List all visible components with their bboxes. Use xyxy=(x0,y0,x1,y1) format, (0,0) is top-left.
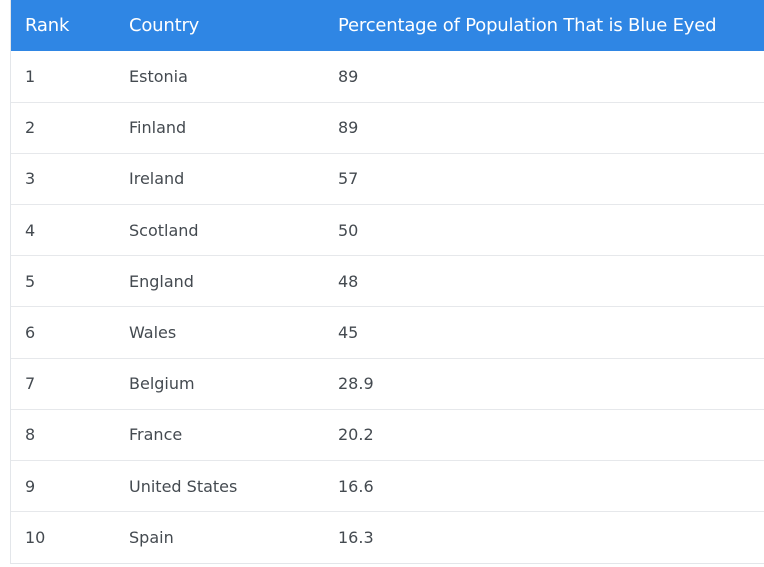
table-row: 9 United States 16.6 xyxy=(11,461,764,512)
table-row: 8 France 20.2 xyxy=(11,409,764,461)
rank-cell: 10 xyxy=(25,528,46,548)
country-cell: Ireland xyxy=(129,169,185,189)
rank-cell: 6 xyxy=(25,323,36,343)
percentage-cell: 20.2 xyxy=(338,425,374,445)
percentage-cell: 89 xyxy=(338,66,359,86)
rank-cell: 7 xyxy=(25,374,36,394)
rank-cell: 2 xyxy=(25,118,36,138)
table-row: 10 Spain 16.3 xyxy=(11,512,764,563)
country-cell: Spain xyxy=(129,528,174,548)
country-cell: England xyxy=(129,271,194,291)
country-cell: Estonia xyxy=(129,66,188,86)
percentage-cell: 16.6 xyxy=(338,476,374,496)
rank-cell: 5 xyxy=(25,271,36,291)
rank-cell: 1 xyxy=(25,66,36,86)
table-row: 1 Estonia 89 xyxy=(11,51,764,103)
percentage-cell: 50 xyxy=(338,220,359,240)
table-header-row: Rank Country Percentage of Population Th… xyxy=(11,0,764,51)
percentage-cell: 48 xyxy=(338,271,359,291)
percentage-cell: 16.3 xyxy=(338,528,374,548)
rank-cell: 3 xyxy=(25,169,36,189)
table-row: 6 Wales 45 xyxy=(11,307,764,359)
percentage-cell: 28.9 xyxy=(338,374,374,394)
table-row: 5 England 48 xyxy=(11,256,764,307)
percentage-cell: 57 xyxy=(338,169,359,189)
table-row: 7 Belgium 28.9 xyxy=(11,358,764,410)
column-header-rank: Rank xyxy=(25,15,70,36)
country-cell: Finland xyxy=(129,118,187,138)
blue-eyes-table-container: Rank Country Percentage of Population Th… xyxy=(10,0,764,564)
percentage-cell: 89 xyxy=(338,118,359,138)
column-header-country: Country xyxy=(129,15,200,36)
country-cell: Belgium xyxy=(129,374,195,394)
table-row: 4 Scotland 50 xyxy=(11,205,764,256)
country-cell: United States xyxy=(129,476,238,496)
country-cell: France xyxy=(129,425,183,445)
blue-eyes-table: Rank Country Percentage of Population Th… xyxy=(11,0,764,563)
percentage-cell: 45 xyxy=(338,323,359,343)
country-cell: Scotland xyxy=(129,220,199,240)
rank-cell: 8 xyxy=(25,425,36,445)
table-body: 1 Estonia 89 2 Finland 89 3 Ireland 57 4… xyxy=(11,51,764,563)
rank-cell: 9 xyxy=(25,476,36,496)
table-header: Rank Country Percentage of Population Th… xyxy=(11,0,764,51)
country-cell: Wales xyxy=(129,323,177,343)
column-header-percentage: Percentage of Population That is Blue Ey… xyxy=(338,15,717,36)
table-row: 2 Finland 89 xyxy=(11,102,764,154)
rank-cell: 4 xyxy=(25,220,36,240)
table-row: 3 Ireland 57 xyxy=(11,153,764,205)
